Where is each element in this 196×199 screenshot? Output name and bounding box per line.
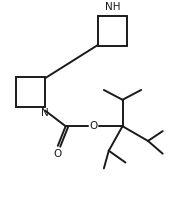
Text: O: O xyxy=(54,149,62,159)
Text: N: N xyxy=(41,108,49,118)
Text: NH: NH xyxy=(105,2,121,12)
Text: O: O xyxy=(89,121,97,131)
